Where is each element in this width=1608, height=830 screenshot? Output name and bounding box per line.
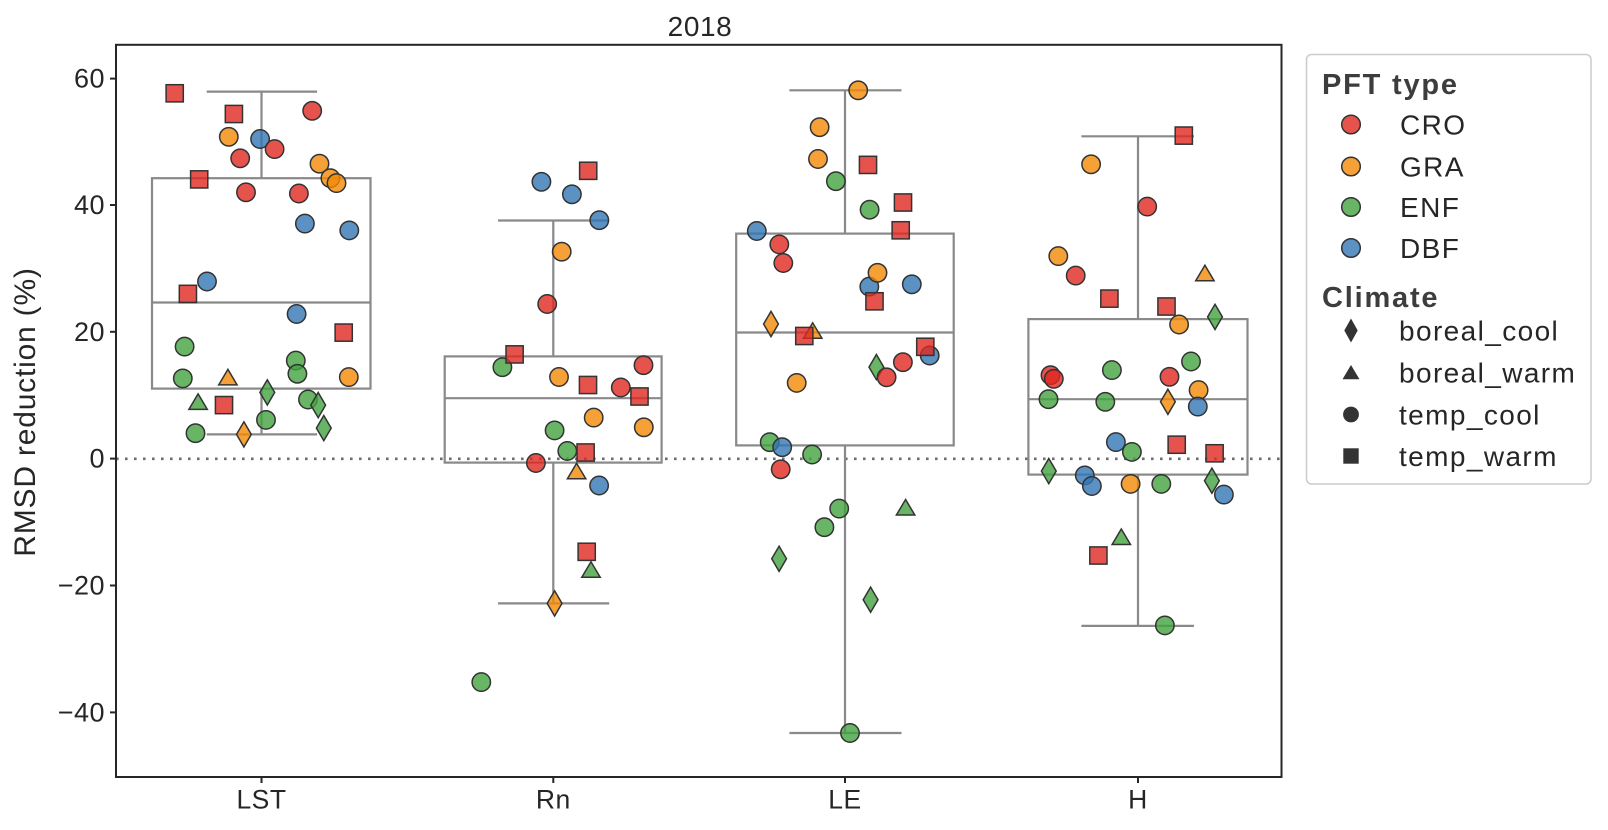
svg-text:boreal_warm: boreal_warm (1399, 358, 1576, 389)
svg-text:−20: −20 (58, 571, 105, 601)
svg-text:temp_cool: temp_cool (1399, 400, 1541, 431)
svg-text:40: 40 (74, 190, 105, 220)
svg-text:DBF: DBF (1400, 233, 1460, 264)
svg-text:ENF: ENF (1400, 192, 1460, 223)
svg-text:GRA: GRA (1400, 152, 1465, 183)
svg-text:RMSD reduction (%): RMSD reduction (%) (9, 267, 42, 556)
svg-text:LE: LE (828, 785, 861, 815)
svg-text:H: H (1128, 785, 1148, 815)
svg-text:20: 20 (74, 317, 105, 347)
svg-text:2018: 2018 (668, 11, 733, 42)
svg-text:60: 60 (74, 64, 105, 94)
svg-text:PFT type: PFT type (1322, 69, 1459, 101)
svg-text:0: 0 (89, 444, 105, 474)
svg-text:temp_warm: temp_warm (1399, 441, 1558, 472)
svg-text:Climate: Climate (1322, 282, 1439, 314)
svg-text:CRO: CRO (1400, 110, 1466, 141)
svg-text:−40: −40 (58, 697, 105, 727)
svg-text:Rn: Rn (536, 785, 571, 815)
svg-text:boreal_cool: boreal_cool (1399, 316, 1559, 347)
svg-text:LST: LST (236, 785, 286, 815)
